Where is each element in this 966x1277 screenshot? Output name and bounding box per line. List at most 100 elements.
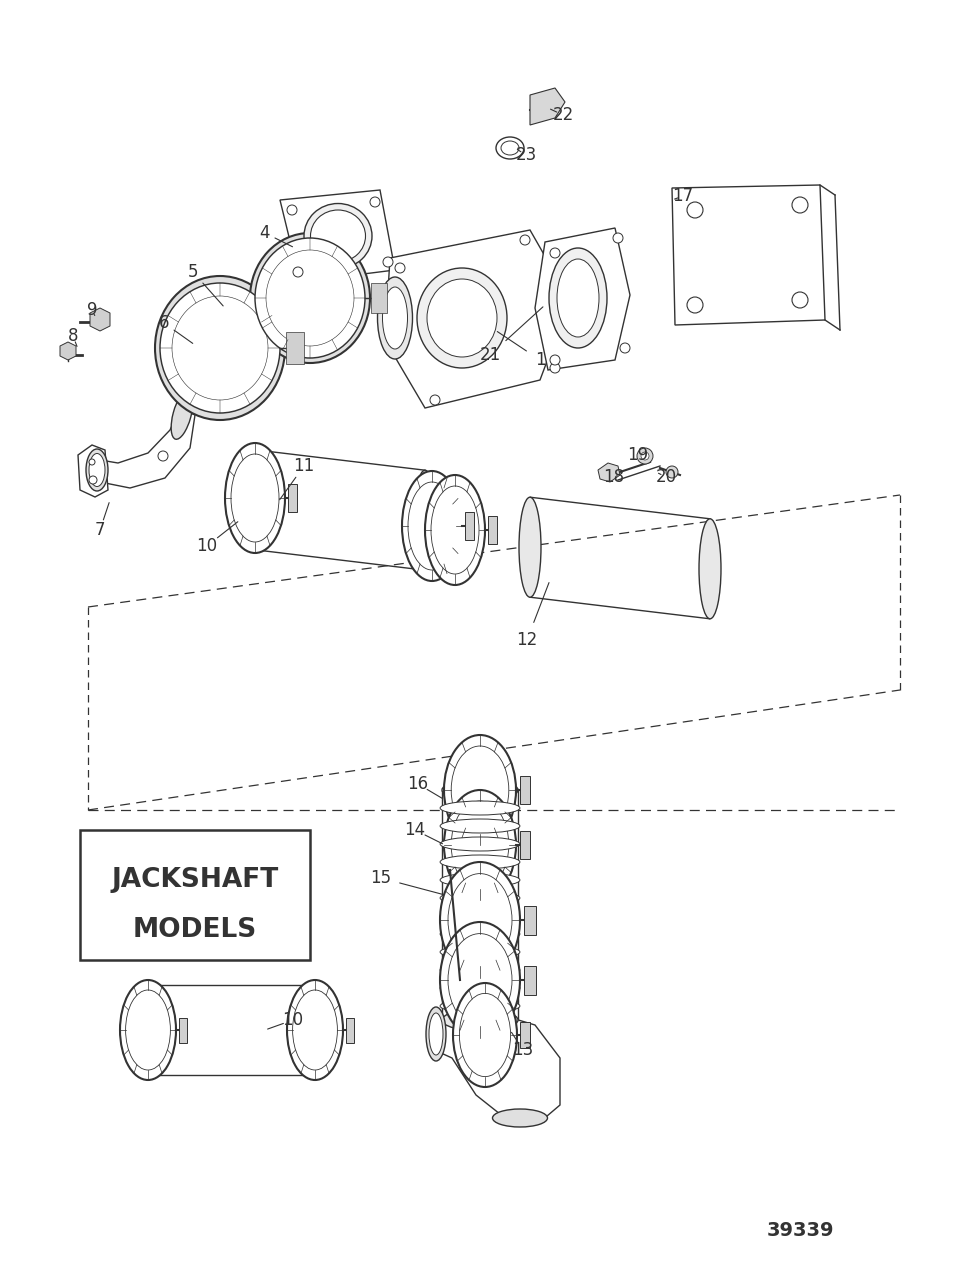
Text: 12: 12	[517, 631, 538, 649]
Polygon shape	[78, 444, 108, 497]
Ellipse shape	[120, 979, 176, 1080]
Circle shape	[287, 206, 297, 215]
Circle shape	[467, 1029, 479, 1041]
FancyBboxPatch shape	[520, 831, 530, 858]
Ellipse shape	[427, 278, 497, 358]
Ellipse shape	[440, 873, 520, 888]
Ellipse shape	[171, 391, 193, 439]
Ellipse shape	[250, 232, 370, 363]
Ellipse shape	[496, 137, 524, 160]
Polygon shape	[280, 190, 395, 282]
Ellipse shape	[378, 277, 412, 359]
FancyBboxPatch shape	[524, 905, 536, 935]
Ellipse shape	[426, 1008, 446, 1061]
Text: 23: 23	[516, 146, 537, 163]
Ellipse shape	[225, 443, 285, 553]
Polygon shape	[672, 185, 825, 326]
Polygon shape	[530, 497, 710, 619]
Ellipse shape	[408, 481, 456, 570]
Text: 6: 6	[158, 314, 169, 332]
Text: 5: 5	[187, 263, 198, 281]
FancyBboxPatch shape	[524, 965, 536, 995]
Text: 10: 10	[282, 1011, 303, 1029]
Ellipse shape	[460, 994, 511, 1077]
Ellipse shape	[440, 927, 520, 941]
Ellipse shape	[493, 1108, 548, 1128]
Circle shape	[687, 202, 703, 218]
Circle shape	[641, 452, 649, 460]
Ellipse shape	[557, 259, 599, 337]
Text: 18: 18	[604, 467, 625, 487]
Ellipse shape	[448, 933, 512, 1027]
Ellipse shape	[440, 909, 520, 923]
Circle shape	[293, 267, 303, 277]
Circle shape	[613, 232, 623, 243]
Ellipse shape	[298, 985, 318, 1075]
Circle shape	[395, 263, 405, 273]
Text: 39339: 39339	[766, 1221, 834, 1240]
Ellipse shape	[383, 287, 408, 349]
Circle shape	[158, 451, 168, 461]
Ellipse shape	[440, 999, 520, 1013]
Ellipse shape	[549, 248, 607, 349]
Ellipse shape	[429, 1013, 443, 1055]
Text: 1: 1	[535, 351, 546, 369]
Text: 10: 10	[196, 538, 217, 555]
Ellipse shape	[89, 453, 105, 487]
Polygon shape	[598, 464, 620, 481]
Ellipse shape	[126, 990, 170, 1070]
Polygon shape	[153, 985, 307, 1075]
Text: 7: 7	[95, 521, 105, 539]
Ellipse shape	[440, 922, 520, 1038]
Circle shape	[792, 292, 808, 308]
Ellipse shape	[442, 779, 518, 801]
Ellipse shape	[440, 819, 520, 833]
FancyBboxPatch shape	[80, 830, 310, 960]
Text: 4: 4	[260, 223, 270, 243]
Polygon shape	[88, 407, 195, 488]
FancyBboxPatch shape	[520, 776, 530, 803]
Ellipse shape	[143, 985, 162, 1075]
Ellipse shape	[440, 836, 520, 850]
Ellipse shape	[444, 790, 516, 900]
Text: 14: 14	[405, 821, 426, 839]
Text: 22: 22	[553, 106, 574, 124]
Text: 9: 9	[87, 301, 98, 319]
Ellipse shape	[171, 294, 269, 402]
Circle shape	[550, 363, 560, 373]
Polygon shape	[60, 342, 76, 360]
FancyBboxPatch shape	[179, 1018, 187, 1042]
Polygon shape	[430, 1010, 560, 1122]
FancyBboxPatch shape	[488, 516, 497, 544]
Ellipse shape	[440, 862, 520, 978]
FancyBboxPatch shape	[288, 484, 297, 512]
Ellipse shape	[442, 1009, 518, 1031]
Ellipse shape	[304, 203, 372, 268]
Ellipse shape	[255, 238, 365, 358]
Polygon shape	[385, 230, 570, 407]
FancyBboxPatch shape	[346, 1018, 355, 1042]
Ellipse shape	[519, 497, 541, 598]
Polygon shape	[535, 229, 630, 370]
Circle shape	[89, 458, 95, 465]
Ellipse shape	[310, 209, 365, 262]
Ellipse shape	[440, 981, 520, 995]
Ellipse shape	[86, 450, 108, 490]
Ellipse shape	[451, 801, 509, 889]
Ellipse shape	[244, 450, 266, 550]
Ellipse shape	[160, 283, 280, 412]
Ellipse shape	[453, 983, 517, 1087]
Ellipse shape	[265, 249, 355, 347]
Circle shape	[637, 448, 653, 464]
Circle shape	[550, 248, 560, 258]
Ellipse shape	[287, 979, 343, 1080]
FancyBboxPatch shape	[371, 283, 387, 313]
Ellipse shape	[440, 963, 520, 977]
Text: 15: 15	[370, 870, 391, 888]
Ellipse shape	[440, 945, 520, 959]
Ellipse shape	[417, 268, 507, 368]
Circle shape	[520, 235, 530, 245]
Ellipse shape	[444, 736, 516, 845]
Circle shape	[550, 355, 560, 365]
Circle shape	[620, 344, 630, 352]
